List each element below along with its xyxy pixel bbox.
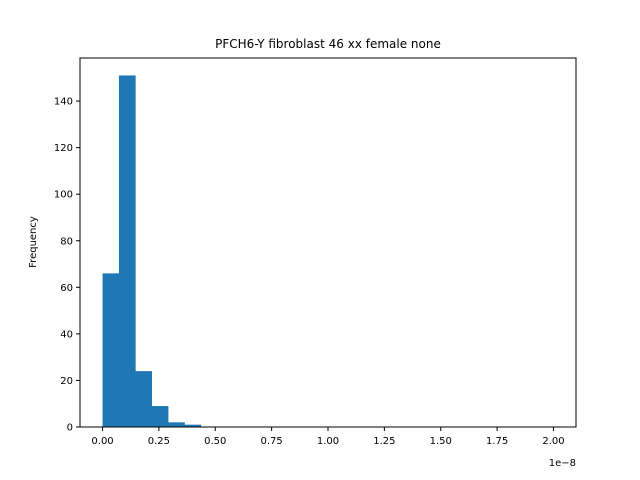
chart-title: PFCH6-Y fibroblast 46 xx female none	[215, 37, 441, 51]
y-axis-label: Frequency	[28, 216, 39, 268]
y-tick-label: 60	[60, 283, 73, 294]
bars-group	[102, 75, 202, 428]
y-tick-label: 140	[54, 97, 73, 108]
histogram-bar	[118, 75, 136, 428]
histogram-bar	[168, 422, 185, 427]
x-tick-label: 2.00	[542, 436, 564, 447]
y-tick-label: 100	[54, 190, 73, 201]
histogram-bar	[151, 406, 169, 427]
y-tick-label: 80	[60, 236, 73, 247]
x-tick-label: 1.25	[373, 436, 395, 447]
x-axis-ticks: 0.00 0.25 0.50 0.75 1.00 1.25 1.50 1.75 2.00	[91, 427, 565, 447]
y-tick-label: 20	[60, 376, 73, 387]
histogram-bar	[184, 424, 202, 427]
histogram-bar	[135, 371, 153, 427]
y-axis-ticks: 0 20 40 60 80 100 120 140	[54, 97, 80, 434]
x-tick-label: 0.00	[91, 436, 113, 447]
histogram-bar	[102, 273, 120, 427]
plot-frame	[79, 57, 577, 428]
y-tick-label: 40	[60, 329, 73, 340]
x-offset-label: 1e−8	[549, 458, 576, 469]
x-tick-label: 0.25	[148, 436, 170, 447]
y-tick-label: 0	[67, 423, 73, 434]
x-tick-label: 0.50	[204, 436, 226, 447]
x-tick-label: 1.75	[486, 436, 508, 447]
x-tick-label: 0.75	[261, 436, 283, 447]
x-tick-label: 1.50	[430, 436, 452, 447]
y-tick-label: 120	[54, 143, 73, 154]
x-tick-label: 1.00	[317, 436, 339, 447]
